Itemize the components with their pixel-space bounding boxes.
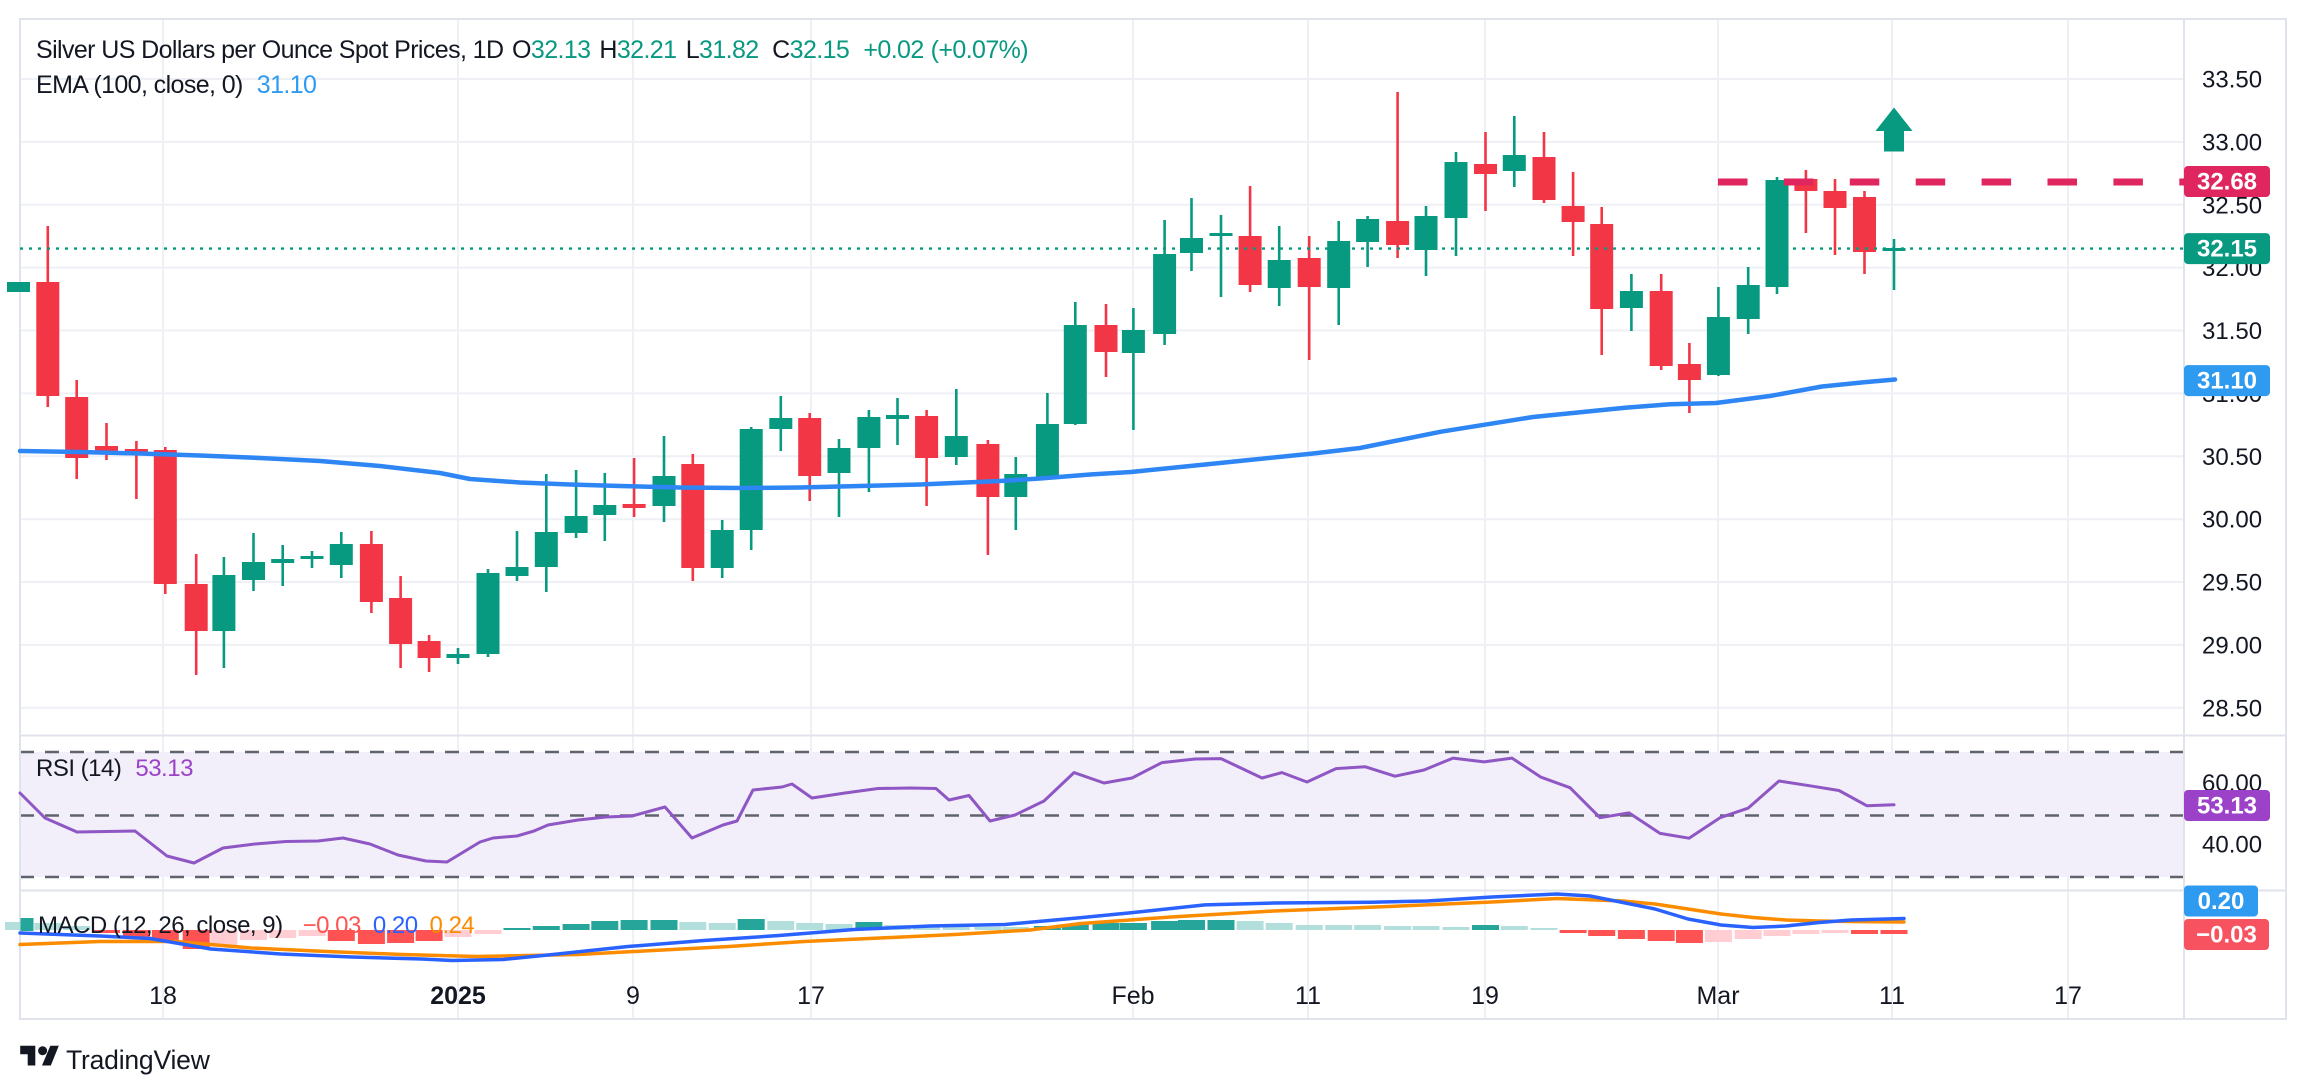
svg-text:RSI (14)53.13: RSI (14) 53.13	[36, 755, 193, 782]
svg-text:11: 11	[1295, 982, 1321, 1010]
svg-text:32.68: 32.68	[2197, 169, 2257, 196]
svg-text:Mar: Mar	[1696, 982, 1739, 1010]
svg-text:33.00: 33.00	[2202, 129, 2262, 156]
svg-text:EMA (100, close, 0)31.10: EMA (100, close, 0) 31.10	[36, 71, 316, 99]
svg-text:−0.03: −0.03	[2196, 922, 2257, 949]
svg-text:40.00: 40.00	[2202, 831, 2262, 858]
svg-text:53.13: 53.13	[2197, 793, 2257, 820]
svg-text:17: 17	[797, 982, 825, 1010]
svg-text:TradingView: TradingView	[66, 1045, 211, 1075]
svg-text:19: 19	[1471, 982, 1499, 1010]
svg-text:31.10: 31.10	[2197, 368, 2257, 395]
svg-text:17: 17	[2054, 982, 2082, 1010]
svg-text:MACD (12, 26, close, 9)−0.030.: MACD (12, 26, close, 9) −0.03 0.20 0.24	[38, 912, 474, 939]
svg-text:33.50: 33.50	[2202, 67, 2262, 94]
svg-text:Feb: Feb	[1111, 982, 1154, 1010]
svg-text:31.50: 31.50	[2202, 318, 2262, 345]
svg-text:2025: 2025	[430, 982, 486, 1010]
svg-text:18: 18	[149, 982, 177, 1010]
svg-text:29.50: 29.50	[2202, 570, 2262, 597]
svg-text:11: 11	[1879, 982, 1905, 1010]
svg-text:32.15: 32.15	[2197, 236, 2257, 263]
svg-text:9: 9	[626, 982, 640, 1010]
svg-text:28.50: 28.50	[2202, 695, 2262, 722]
svg-text:30.50: 30.50	[2202, 444, 2262, 471]
svg-text:0.20: 0.20	[2198, 888, 2245, 915]
svg-text:30.00: 30.00	[2202, 507, 2262, 534]
svg-text:29.00: 29.00	[2202, 632, 2262, 659]
svg-text:Silver US Dollars per Ounce Sp: Silver US Dollars per Ounce Spot Prices,…	[36, 36, 1028, 64]
